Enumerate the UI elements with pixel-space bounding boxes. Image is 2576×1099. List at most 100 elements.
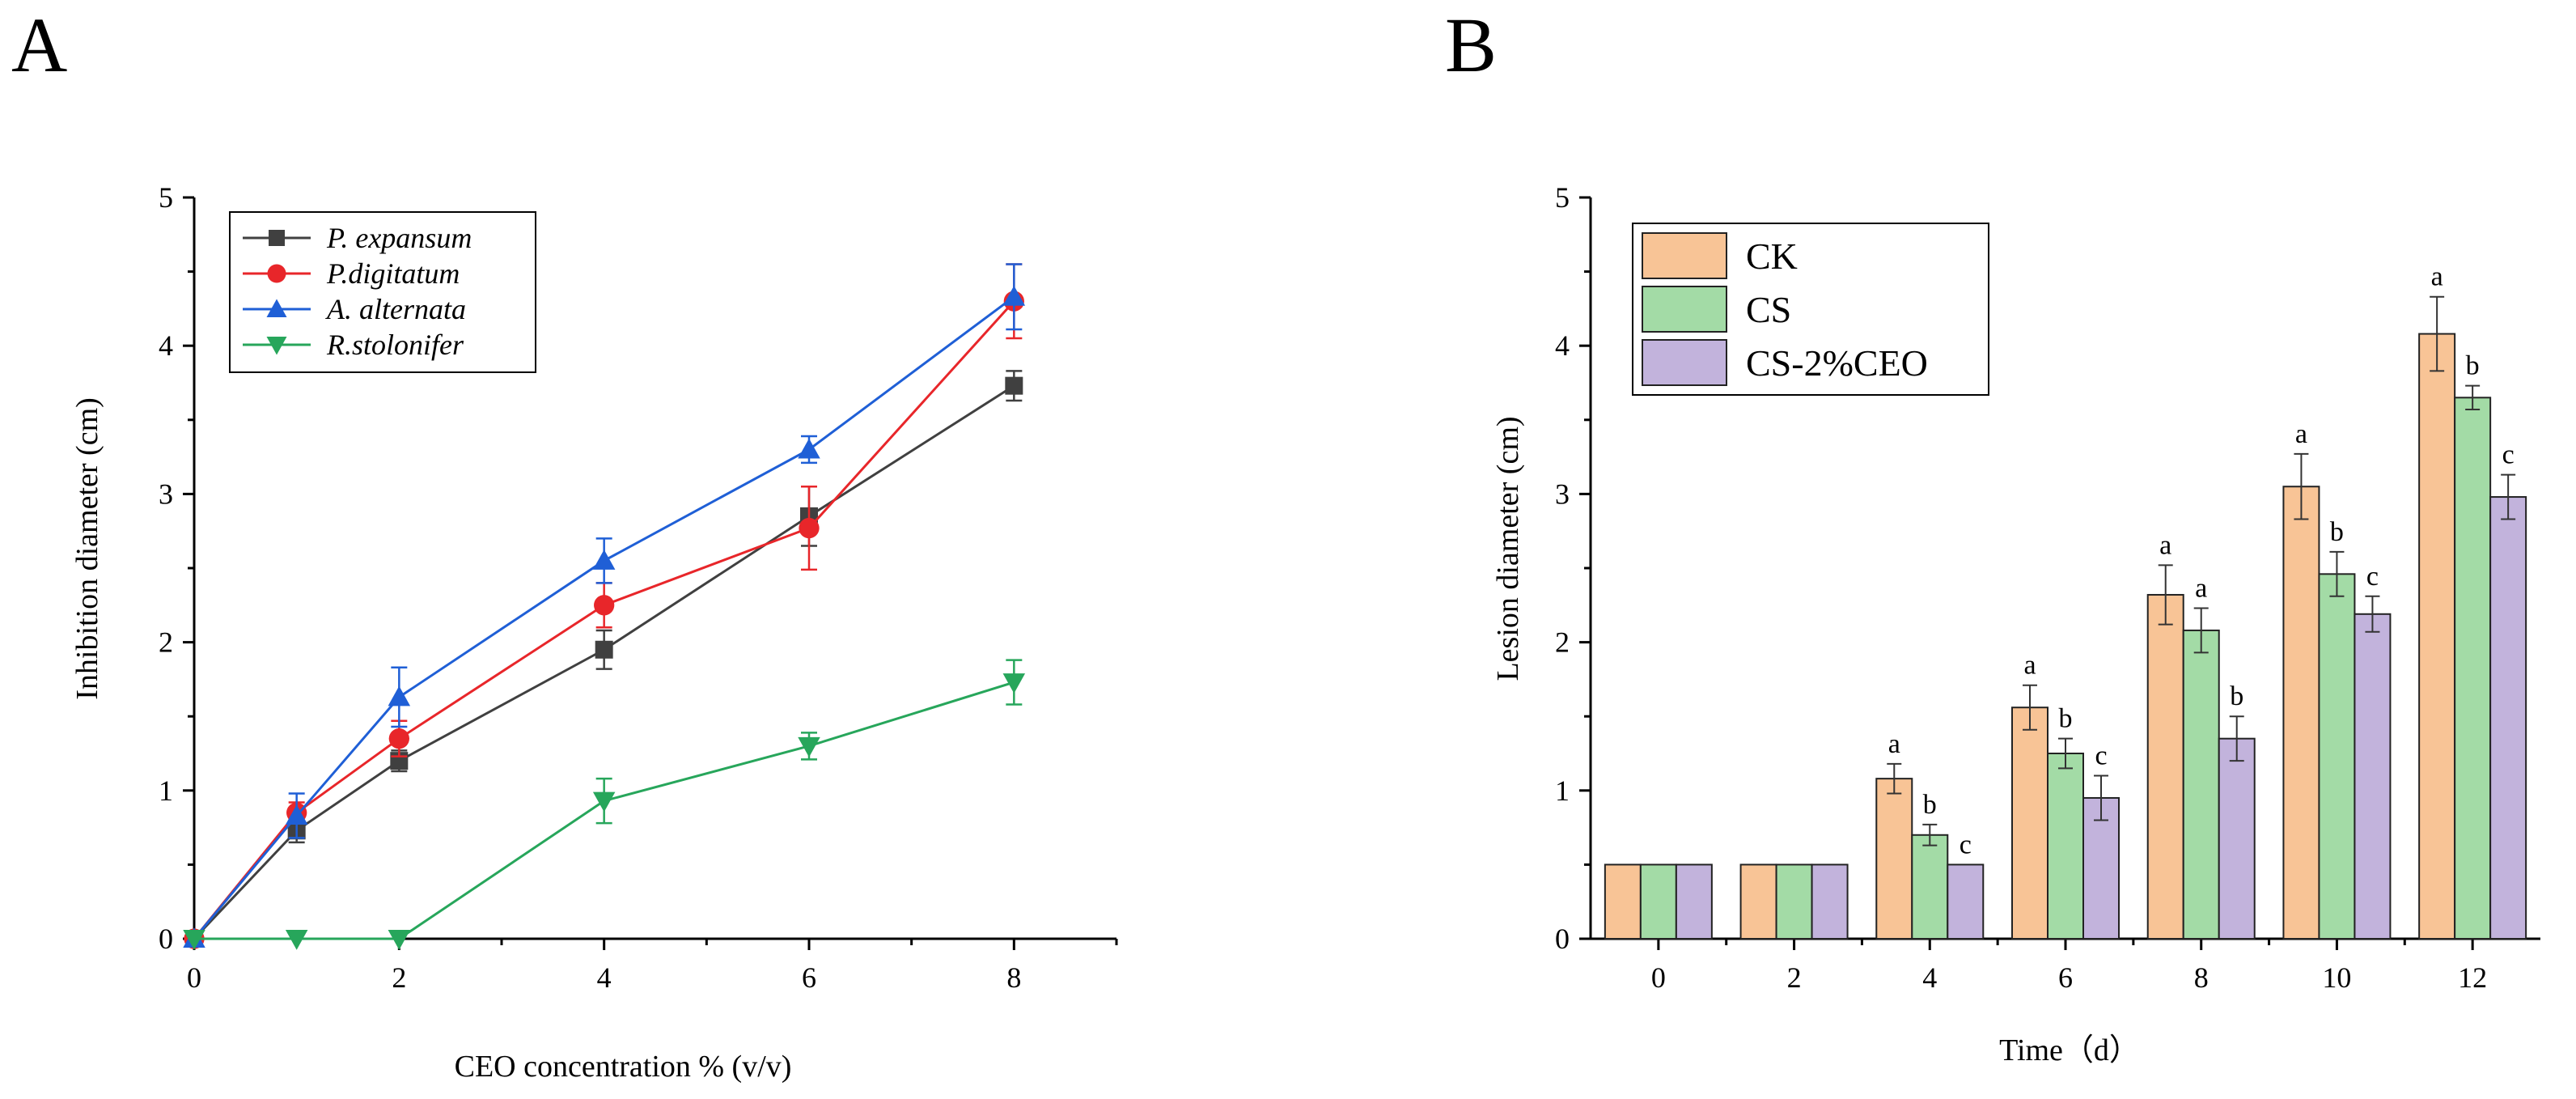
chart-a-point <box>1002 673 1026 694</box>
chart-b-significance-label: b <box>2230 681 2243 711</box>
panel-label-b: B <box>1445 2 1498 88</box>
chart-b-bar <box>1639 864 1677 940</box>
chart-a-y-tick-label: 4 <box>159 329 173 362</box>
chart-b-significance-label: b <box>2466 351 2480 381</box>
chart-b-significance-label: b <box>1923 790 1937 820</box>
chart-a-legend-label: R.stolonifer <box>326 329 464 361</box>
chart-b-x-tick-label: 6 <box>2058 961 2073 994</box>
chart-a-x-tick-label: 6 <box>802 961 816 994</box>
chart-b-bar <box>1911 834 1949 940</box>
chart-b-bar <box>1875 778 1913 940</box>
chart-a-x-tick-label: 8 <box>1006 961 1021 994</box>
chart-a-line <box>193 300 1015 940</box>
chart-a-legend-marker <box>266 299 287 317</box>
chart-a-point <box>595 640 613 659</box>
chart-b-significance-label: a <box>2159 530 2171 560</box>
chart-b-x-tick-label: 12 <box>2458 961 2487 994</box>
chart-b-legend-label: CS-2%CEO <box>1746 342 1928 384</box>
chart-b-significance-label: a <box>2023 651 2036 681</box>
chart-b-bar <box>1811 864 1849 940</box>
chart-a-point <box>798 438 820 459</box>
chart-b-legend-swatch <box>1642 286 1727 333</box>
chart-b-x-tick-label: 10 <box>2322 961 2351 994</box>
chart-a-legend-marker <box>269 230 285 246</box>
chart-b-significance-label: a <box>1888 729 1900 759</box>
chart-a-xlabel: CEO concentration % (v/v) <box>455 1050 792 1084</box>
chart-b-bar <box>1775 864 1813 940</box>
chart-a-point <box>285 930 308 950</box>
chart-b-bar <box>2082 796 2120 940</box>
chart-b-bar <box>1604 864 1642 940</box>
panel-label-a: A <box>11 2 68 88</box>
chart-a-point <box>1005 376 1023 395</box>
chart-b-significance-label: c <box>2095 740 2107 770</box>
chart-a-legend-label: P.digitatum <box>326 257 460 290</box>
chart-b-ylabel: Lesion diameter (cm) <box>1491 416 1525 681</box>
chart-b-bar <box>2047 753 2084 940</box>
chart-a-ylabel: Inhibition diameter (cm) <box>70 397 104 700</box>
chart-b-x-tick-label: 0 <box>1651 961 1666 994</box>
chart-b-legend-label: CK <box>1746 236 1798 277</box>
chart-a-legend-label: A. alternata <box>325 293 466 325</box>
chart-a: CEO concentration % (v/v) Inhibition dia… <box>70 181 1118 1084</box>
chart-a-line <box>193 295 1015 940</box>
chart-b-x-tick-label: 2 <box>1787 961 1802 994</box>
chart-a-y-tick-label: 1 <box>159 774 173 807</box>
chart-a-point <box>388 685 411 706</box>
chart-a-point <box>592 791 616 813</box>
chart-b-legend-swatch <box>1642 232 1727 279</box>
chart-b-bar <box>2146 593 2184 940</box>
chart-a-x-tick-label: 4 <box>597 961 612 994</box>
chart-b-y-tick-label: 1 <box>1555 774 1570 807</box>
chart-b-significance-label: a <box>2195 573 2207 603</box>
chart-a-point <box>388 930 411 950</box>
chart-b-y-tick-label: 5 <box>1555 181 1570 214</box>
chart-b-y-tick-label: 4 <box>1555 329 1570 362</box>
chart-b-significance-label: a <box>2295 419 2307 449</box>
chart-b-x-tick-label: 8 <box>2194 961 2209 994</box>
chart-a-point <box>285 804 308 825</box>
chart-b-bar <box>2318 573 2356 940</box>
chart-a-y-tick-label: 5 <box>159 181 173 214</box>
chart-b-bar <box>2454 397 2492 940</box>
chart-b-bar <box>2418 333 2456 940</box>
chart-a-point <box>798 736 820 757</box>
chart-b-significance-label: a <box>2431 262 2443 292</box>
chart-b-bar <box>2489 496 2527 940</box>
chart-b-y-tick-label: 0 <box>1555 923 1570 955</box>
chart-b-bar <box>2218 737 2256 940</box>
chart-b-significance-label: c <box>1960 830 1972 859</box>
chart-a-series-p-expansum <box>185 370 1023 948</box>
chart-b-xlabel: Time（d） <box>1999 1033 2140 1067</box>
chart-a-y-tick-label: 0 <box>159 923 173 955</box>
chart-b-bar <box>1947 864 1985 940</box>
chart-a-line <box>194 681 1015 940</box>
chart-b-bar <box>2282 486 2320 940</box>
chart-a-series-a-alternata <box>183 263 1026 948</box>
chart-a-y-tick-label: 3 <box>159 477 173 510</box>
chart-b-significance-label: b <box>2059 704 2073 734</box>
chart-b-bar <box>2182 629 2220 940</box>
chart-b-bar <box>1739 864 1777 940</box>
chart-a-point <box>388 728 409 749</box>
chart-a-legend-marker <box>267 264 286 283</box>
chart-a-point <box>799 517 820 539</box>
chart-b-y-tick-label: 2 <box>1555 626 1570 659</box>
chart-a-legend-label: P. expansum <box>326 222 472 254</box>
chart-a-x-tick-label: 0 <box>187 961 201 994</box>
chart-a-y-tick-label: 2 <box>159 626 173 659</box>
chart-a-point <box>183 930 205 950</box>
chart-b-bar <box>2011 706 2049 940</box>
chart-b-significance-label: c <box>2366 562 2379 592</box>
chart-a-series-r-stolonifer <box>183 659 1026 950</box>
chart-a-point <box>1002 285 1026 306</box>
chart-a-legend-marker <box>266 337 287 355</box>
chart-a-x-tick-label: 2 <box>392 961 406 994</box>
chart-b-x-tick-label: 4 <box>1922 961 1937 994</box>
chart-b-significance-label: b <box>2330 517 2344 547</box>
chart-b-bar <box>2354 613 2392 940</box>
